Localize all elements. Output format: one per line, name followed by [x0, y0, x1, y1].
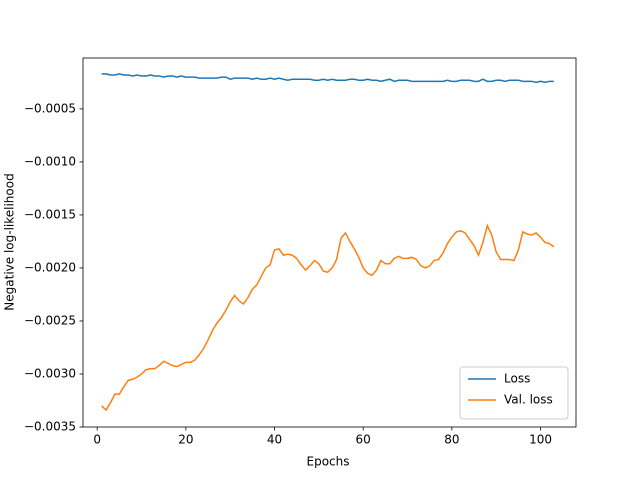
legend-label: Loss: [504, 372, 530, 386]
x-tick-label: 60: [356, 433, 371, 447]
x-tick-label: 100: [529, 433, 552, 447]
series-line: [101, 73, 554, 84]
legend-box: [459, 366, 569, 420]
x-tick-label: 40: [267, 433, 282, 447]
y-axis-label: Negative log-likelihood: [3, 173, 17, 310]
legend-label: Val. loss: [504, 393, 553, 407]
y-tick-label: −0.0010: [24, 154, 76, 168]
y-tick-label: −0.0025: [24, 313, 76, 327]
y-tick-label: −0.0020: [24, 260, 76, 274]
y-tick-label: −0.0015: [24, 207, 76, 221]
y-tick-label: −0.0005: [24, 101, 76, 115]
x-tick-label: 20: [178, 433, 193, 447]
x-axis-label: Epochs: [307, 455, 350, 469]
y-tick-label: −0.0035: [24, 420, 76, 434]
plot-frame: [82, 57, 577, 428]
series-line: [101, 223, 555, 412]
x-tick-label: 0: [93, 433, 101, 447]
x-tick-label: 80: [444, 433, 459, 447]
y-tick-label: −0.0030: [24, 366, 76, 380]
